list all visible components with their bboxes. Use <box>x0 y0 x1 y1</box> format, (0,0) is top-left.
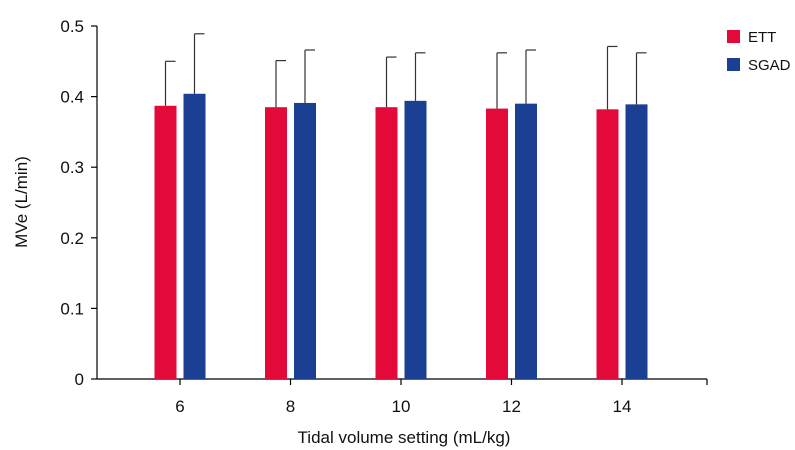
bars-group <box>154 93 648 380</box>
y-axis: 0 0.1 0.2 0.3 0.4 0.5 <box>60 17 98 389</box>
y-tick-label: 0.4 <box>60 88 84 107</box>
bar-sgad-14 <box>625 104 648 379</box>
bar-ett-10 <box>375 107 398 379</box>
y-tick-label: 0.3 <box>60 158 84 177</box>
bar-ett-8 <box>265 107 287 379</box>
legend-label-ett: ETT <box>748 29 776 46</box>
bar-sgad-6 <box>183 93 206 379</box>
x-tick-label: 14 <box>613 397 632 416</box>
legend-swatch-ett <box>727 30 740 43</box>
bar-ett-12 <box>486 108 508 380</box>
legend-label-sgad: SGAD <box>748 57 791 74</box>
error-bars-group <box>164 33 647 110</box>
y-axis-title: MVe (L/min) <box>12 156 31 248</box>
bar-sgad-10 <box>404 100 427 379</box>
x-tick-label: 8 <box>286 397 295 416</box>
bar-sgad-12 <box>515 103 537 379</box>
y-tick-label: 0.5 <box>60 17 84 36</box>
legend: ETT SGAD <box>727 29 791 74</box>
bar-ett-6 <box>154 105 177 379</box>
x-axis-title: Tidal volume setting (mL/kg) <box>298 428 511 447</box>
bar-ett-14 <box>596 109 619 380</box>
legend-swatch-sgad <box>727 58 740 71</box>
x-axis: 6 8 10 12 14 <box>97 378 708 416</box>
x-tick-label: 6 <box>175 397 184 416</box>
x-tick-label: 10 <box>392 397 411 416</box>
bar-sgad-8 <box>294 102 316 379</box>
y-tick-label: 0.2 <box>60 229 84 248</box>
x-tick-label: 12 <box>502 397 521 416</box>
y-tick-label: 0.1 <box>60 299 84 318</box>
y-tick-label: 0 <box>75 370 84 389</box>
